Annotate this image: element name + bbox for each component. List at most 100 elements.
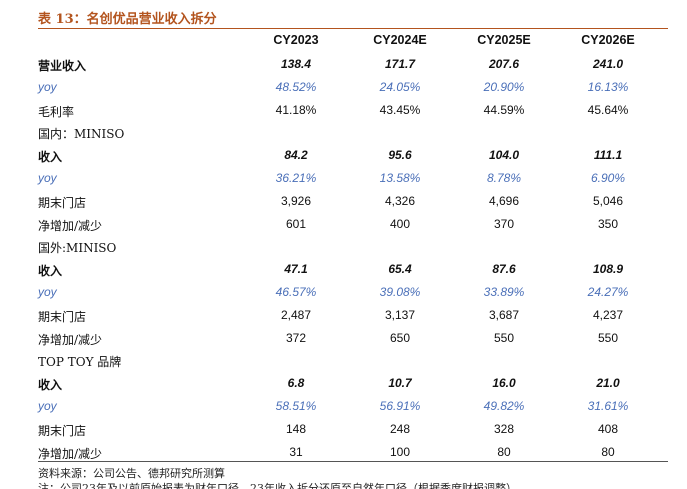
column-header: CY2023 (273, 33, 319, 47)
bottom-divider (38, 461, 668, 462)
table-cell: 80 (497, 444, 511, 459)
table-cell: 13.58% (379, 171, 421, 185)
table-row: TOP TOY 品牌 (0, 353, 687, 375)
row-label: yoy (38, 79, 57, 94)
table-cell: 10.7 (388, 376, 412, 391)
table-cell: 408 (597, 421, 619, 436)
table-cell: 601 (285, 216, 307, 231)
table-cell: 24.27% (587, 285, 629, 299)
table-cell: 111.1 (593, 148, 623, 163)
table-cell: 248 (389, 421, 411, 436)
table-cell: 20.90% (483, 79, 525, 94)
table-cell: 350 (597, 216, 619, 231)
table-cell: 21.0 (596, 376, 620, 391)
table-row: 期末门店 2,487 3,137 3,687 4,237 (0, 308, 687, 330)
column-header: CY2025E (477, 33, 531, 47)
table-cell: 16.13% (587, 79, 629, 94)
row-label: 国内：MINISO (38, 127, 125, 142)
row-label: 期末门店 (38, 423, 87, 438)
row-label: yoy (38, 285, 57, 299)
table-cell: 400 (389, 216, 411, 231)
table-cell: 3,687 (488, 307, 520, 322)
row-label: 净增加/减少 (38, 332, 103, 347)
table-cell: 45.64% (587, 102, 629, 117)
table-cell: 6.90% (590, 171, 626, 185)
row-label: 收入 (38, 378, 63, 393)
table-row: 期末门店 3,926 4,326 4,696 5,046 (0, 194, 687, 216)
table-cell: 138.4 (280, 57, 312, 71)
column-header-row: CY2023 CY2024E CY2025E CY2026E (0, 33, 687, 53)
footnote: 注：公司23年及以前原始报表为财年口径，23年收入拆分还原至自然年口径（根据季度… (38, 482, 517, 489)
table-cell: 44.59% (483, 102, 525, 117)
table-cell: 84.2 (284, 148, 308, 163)
table-cell: 207.6 (488, 57, 520, 71)
table-cell: 16.0 (492, 376, 516, 391)
table-cell: 171.7 (384, 57, 416, 71)
table-cell: 104.0 (488, 148, 520, 163)
row-label: 收入 (38, 150, 63, 165)
table-row: 营业收入 138.4 171.7 207.6 241.0 (0, 57, 687, 79)
row-label: 国外:MINISO (38, 241, 117, 256)
table-row: 净增加/减少 372 650 550 550 (0, 331, 687, 353)
table-cell: 650 (389, 330, 411, 345)
row-label: yoy (38, 399, 57, 413)
table-row: 国外:MINISO (0, 239, 687, 261)
table-cell: 58.51% (275, 399, 317, 413)
table-cell: 100 (389, 444, 411, 459)
title-divider (38, 28, 668, 29)
table-cell: 36.21% (275, 171, 317, 185)
table-cell: 48.52% (275, 79, 317, 94)
table-cell: 31.61% (587, 399, 629, 413)
row-label: 期末门店 (38, 309, 87, 324)
row-label: 期末门店 (38, 195, 87, 210)
table-cell: 550 (493, 330, 515, 345)
table-cell: 49.82% (483, 399, 525, 413)
source-note: 资料来源：公司公告、德邦研究所测算 (38, 467, 225, 480)
table-cell: 33.89% (483, 285, 525, 299)
table-cell: 87.6 (492, 262, 516, 277)
table-cell: 328 (493, 421, 515, 436)
table-cell: 24.05% (379, 79, 421, 94)
table-cell: 39.08% (379, 285, 421, 299)
table-title: 表 13：名创优品营业收入拆分 (38, 12, 217, 27)
table-cell: 6.8 (287, 376, 305, 391)
table-row: 收入 47.1 65.4 87.6 108.9 (0, 262, 687, 284)
table-cell: 372 (285, 330, 307, 345)
table-row: 毛利率 41.18% 43.45% 44.59% 45.64% (0, 103, 687, 125)
table-cell: 65.4 (388, 262, 412, 277)
table-cell: 47.1 (284, 262, 308, 277)
table-cell: 43.45% (379, 102, 421, 117)
row-label: yoy (38, 171, 57, 185)
row-label: 净增加/减少 (38, 218, 103, 233)
table-row: 收入 6.8 10.7 16.0 21.0 (0, 376, 687, 398)
table-cell: 95.6 (388, 148, 412, 163)
row-label: 毛利率 (38, 104, 75, 119)
row-label: 营业收入 (38, 59, 87, 73)
table-cell: 4,237 (592, 307, 624, 322)
row-label: TOP TOY 品牌 (38, 355, 122, 370)
table-cell: 8.78% (486, 171, 522, 185)
column-header: CY2024E (373, 33, 427, 47)
table-cell: 148 (285, 421, 307, 436)
column-header: CY2026E (581, 33, 635, 47)
table-cell: 3,137 (384, 307, 416, 322)
table-cell: 241.0 (592, 57, 624, 71)
table-row: yoy 58.51% 56.91% 49.82% 31.61% (0, 399, 687, 421)
table-cell: 550 (597, 330, 619, 345)
table-cell: 31 (289, 444, 303, 459)
table-row: yoy 36.21% 13.58% 8.78% 6.90% (0, 171, 687, 193)
table-cell: 108.9 (592, 262, 624, 277)
table-cell: 2,487 (280, 307, 312, 322)
table-cell: 46.57% (275, 285, 317, 299)
table-row: yoy 46.57% 39.08% 33.89% 24.27% (0, 285, 687, 307)
table-cell: 5,046 (592, 193, 624, 208)
table-row: 国内：MINISO (0, 125, 687, 147)
table-row: 收入 84.2 95.6 104.0 111.1 (0, 148, 687, 170)
table-cell: 370 (493, 216, 515, 231)
row-label: 收入 (38, 264, 63, 279)
row-label: 净增加/减少 (38, 446, 103, 461)
table-row: yoy 48.52% 24.05% 20.90% 16.13% (0, 80, 687, 102)
table-cell: 4,696 (488, 193, 520, 208)
table-row: 净增加/减少 31 100 80 80 (0, 445, 687, 467)
table-cell: 80 (601, 444, 615, 459)
